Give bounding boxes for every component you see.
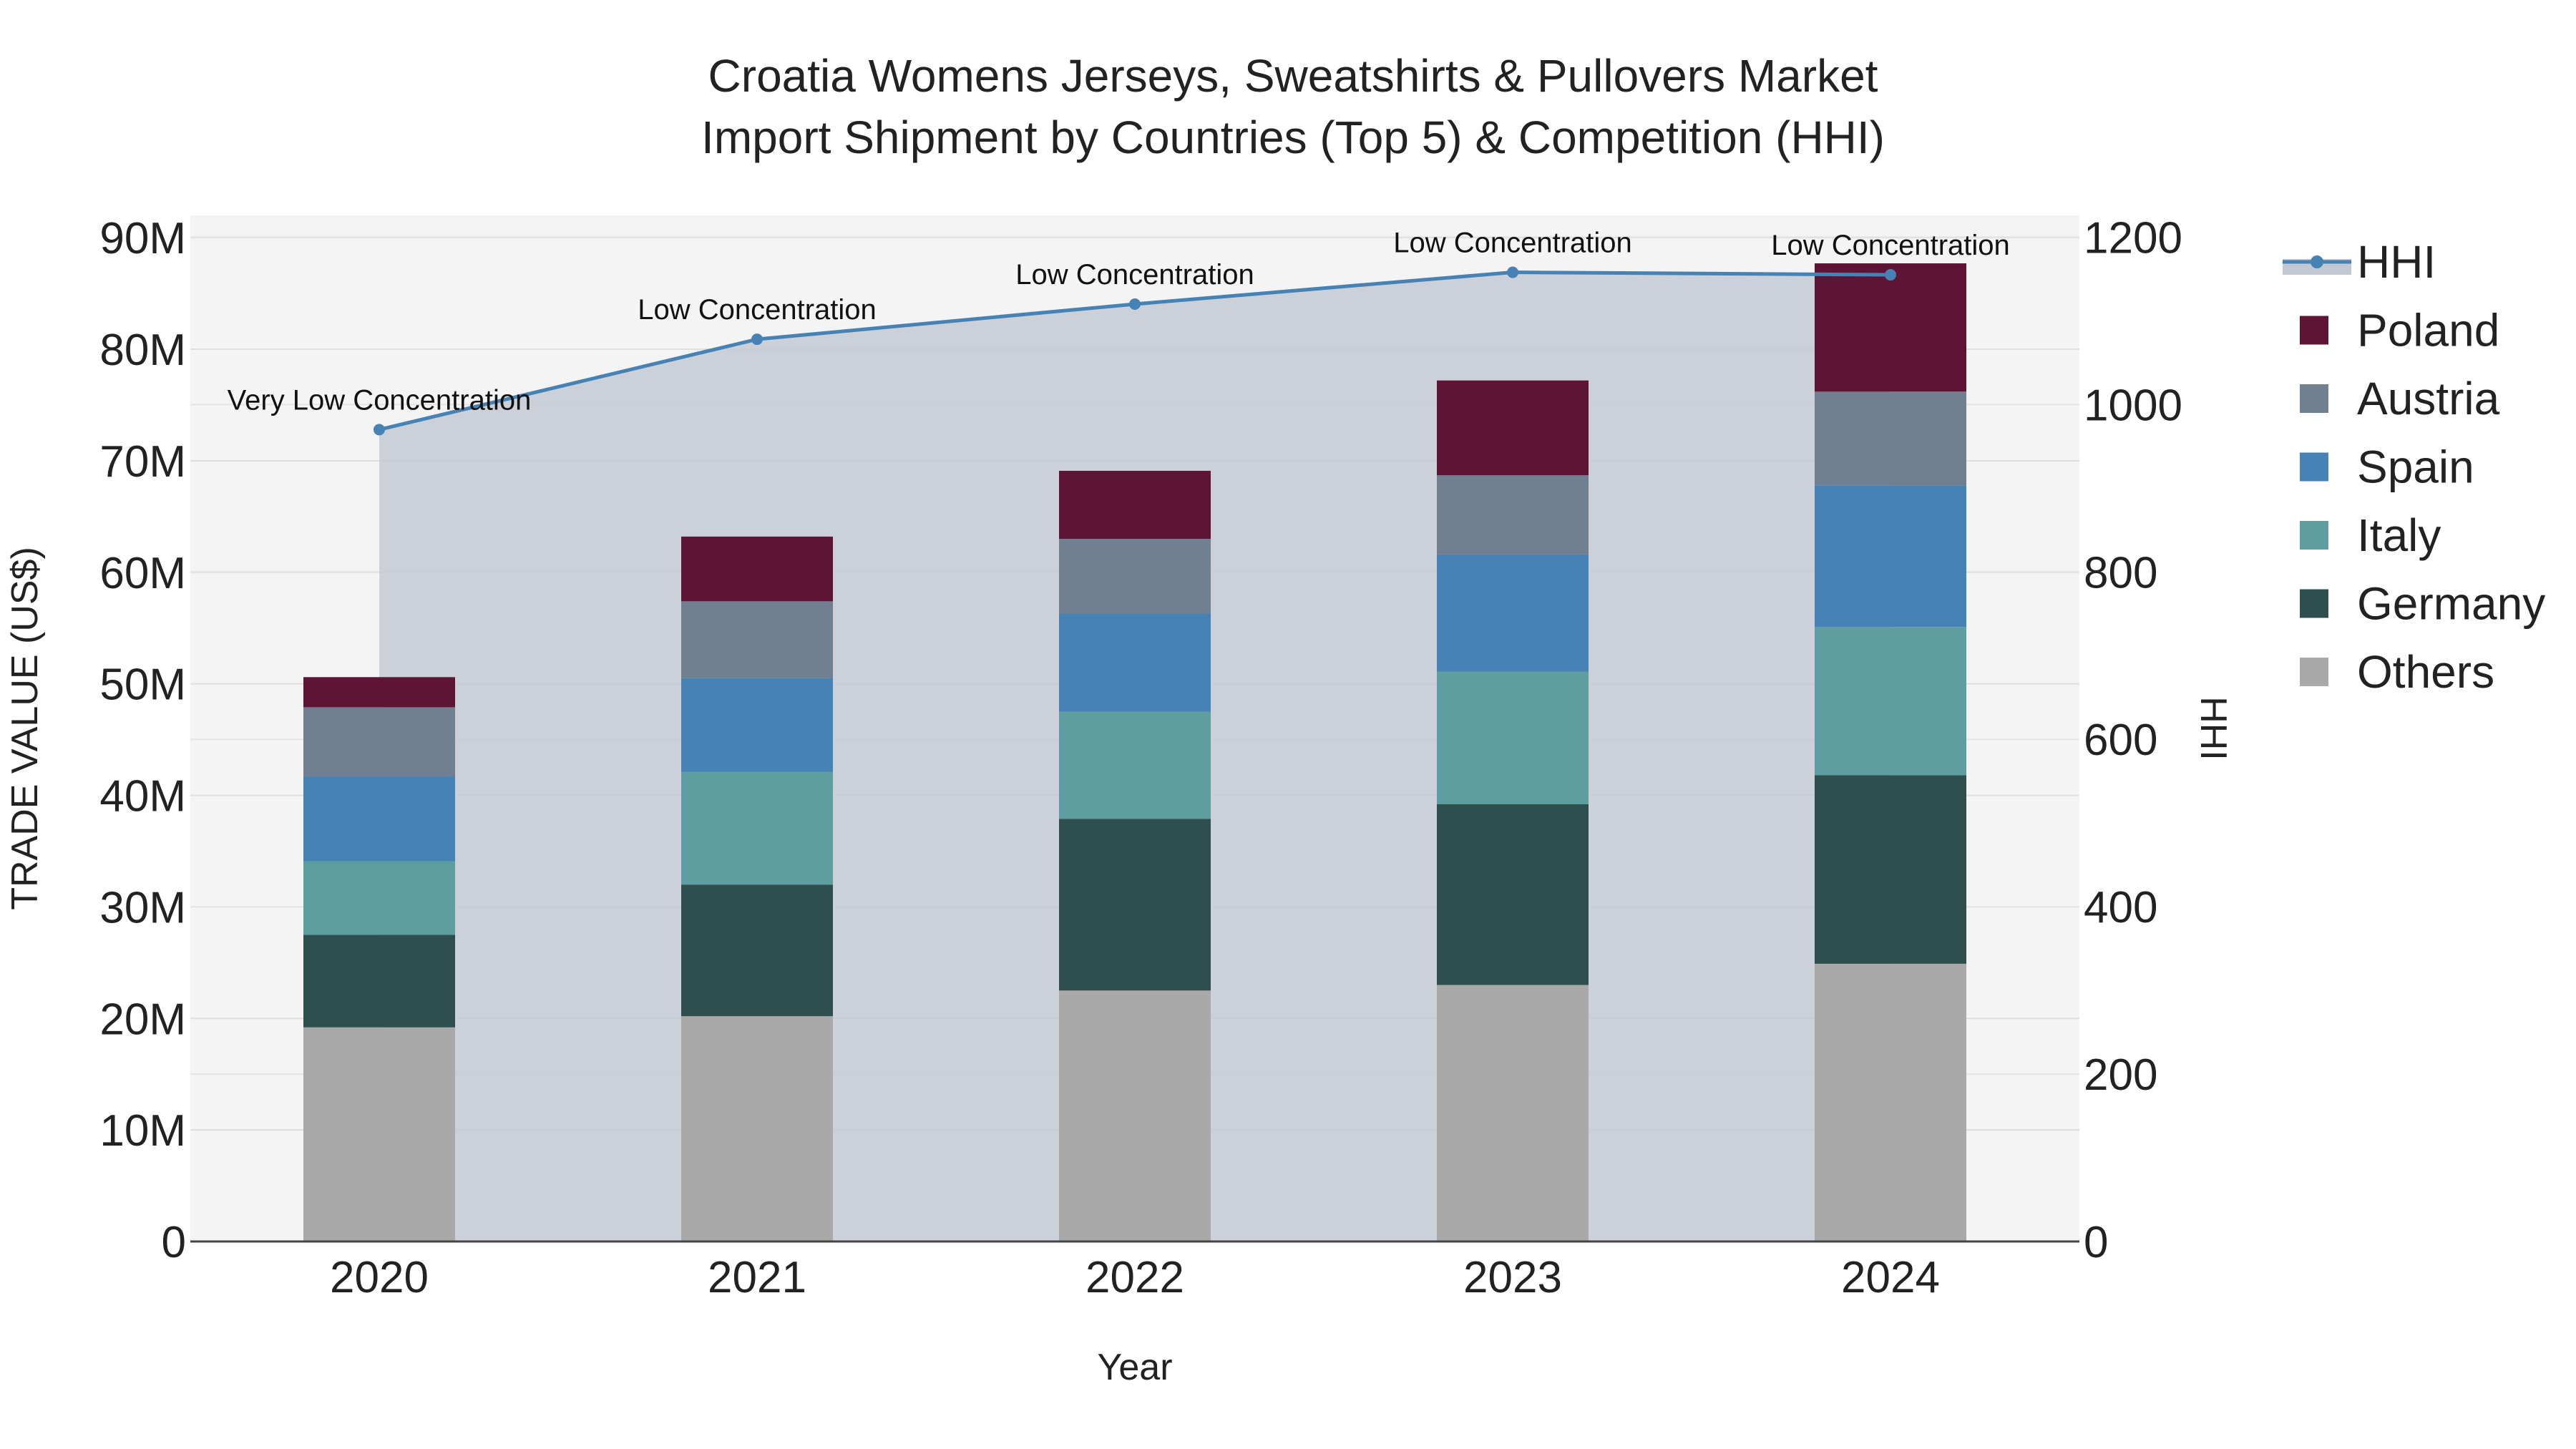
bar-italy-2020: [303, 861, 455, 935]
legend-label-italy: Italy: [2357, 509, 2441, 561]
bar-austria-2020: [303, 707, 455, 777]
hhi-annotation-2022: Low Concentration: [1015, 259, 1254, 291]
y-tick-label: 60M: [99, 549, 186, 598]
y-tick-label: 80M: [99, 326, 186, 375]
y2-tick-label: 1200: [2084, 213, 2182, 263]
legend-label-germany: Germany: [2357, 578, 2545, 630]
x-tick-label: 2021: [708, 1253, 806, 1302]
x-axis-label: Year: [1097, 1347, 1172, 1388]
bar-austria-2024: [1815, 391, 1966, 486]
bar-others-2022: [1059, 990, 1211, 1241]
legend-swatch-germany: [2300, 589, 2328, 618]
legend-swatch-poland: [2300, 316, 2328, 345]
y2-tick-label: 0: [2084, 1218, 2108, 1267]
hhi-annotation-2021: Low Concentration: [638, 294, 877, 326]
bar-others-2024: [1815, 963, 1966, 1241]
y2-tick-label: 600: [2084, 716, 2157, 765]
y2-tick-label: 800: [2084, 548, 2157, 597]
hhi-point-2023: [1507, 266, 1518, 278]
hhi-line-layer: [374, 266, 1896, 436]
x-tick-label: 2022: [1085, 1253, 1184, 1302]
hhi-annotation-2023: Low Concentration: [1393, 228, 1632, 259]
y-tick-label: 0: [162, 1218, 186, 1267]
legend-swatch-austria: [2300, 384, 2328, 413]
bar-layer: [303, 263, 1966, 1241]
legend-swatch-others: [2300, 658, 2328, 686]
legend-label-poland: Poland: [2357, 305, 2499, 356]
bar-italy-2024: [1815, 627, 1966, 776]
hhi-annotations: Very Low Concentration Low Concentration L…: [228, 228, 2010, 416]
legend-label-others: Others: [2357, 646, 2494, 698]
bar-spain-2024: [1815, 485, 1966, 628]
legend-label-hhi: HHI: [2357, 236, 2436, 288]
hhi-annotation-2020: Very Low Concentration: [228, 384, 532, 416]
x-axis-ticks: 2020 2021 2022 2023 2024: [330, 1253, 1940, 1302]
hhi-point-2022: [1129, 298, 1141, 310]
hhi-point-2021: [751, 333, 763, 346]
legend-label-spain: Spain: [2357, 441, 2474, 493]
bar-poland-2023: [1437, 380, 1589, 476]
y-tick-label: 20M: [99, 995, 186, 1044]
y2-tick-label: 1000: [2084, 381, 2182, 430]
bar-others-2021: [681, 1016, 833, 1241]
hhi-point-2024: [1885, 269, 1896, 281]
y2-tick-label: 400: [2084, 883, 2157, 932]
legend: HHI Poland Austria Spain Italy Germany Others: [2283, 236, 2545, 698]
y-tick-label: 30M: [99, 883, 186, 932]
y-tick-label: 50M: [99, 660, 186, 710]
bar-austria-2023: [1437, 475, 1589, 555]
y-tick-label: 70M: [99, 437, 186, 487]
bar-germany-2021: [681, 884, 833, 1017]
bar-spain-2021: [681, 678, 833, 772]
chart-title-line1: Croatia Womens Jerseys, Sweatshirts & Pu…: [708, 50, 1878, 102]
legend-swatch-spain: [2300, 452, 2328, 482]
hhi-annotation-2024: Low Concentration: [1771, 230, 2010, 261]
bar-germany-2024: [1815, 775, 1966, 964]
bar-others-2020: [303, 1027, 455, 1241]
y-tick-label: 10M: [99, 1106, 186, 1156]
x-tick-label: 2023: [1463, 1253, 1562, 1302]
bar-spain-2022: [1059, 613, 1211, 712]
bar-poland-2024: [1815, 263, 1966, 392]
bar-italy-2021: [681, 771, 833, 885]
hhi-point-2020: [374, 424, 385, 436]
y-tick-label: 90M: [99, 214, 186, 263]
bar-germany-2020: [303, 935, 455, 1028]
bar-others-2023: [1437, 985, 1589, 1241]
y2-axis-label: HHI: [2192, 696, 2234, 761]
y-axis-label: TRADE VALUE (US$): [4, 547, 46, 910]
bar-spain-2023: [1437, 554, 1589, 672]
legend-swatch-hhi-marker: [2311, 255, 2323, 268]
bar-poland-2022: [1059, 470, 1211, 540]
chart-title-line2: Import Shipment by Countries (Top 5) & C…: [701, 112, 1885, 163]
bar-spain-2020: [303, 776, 455, 862]
y2-tick-label: 200: [2084, 1050, 2157, 1100]
bar-germany-2022: [1059, 819, 1211, 991]
bar-austria-2021: [681, 601, 833, 678]
bar-italy-2022: [1059, 711, 1211, 819]
y-axis-ticks: 0 10M 20M 30M 40M 50M 60M 70M 80M 90M: [99, 214, 186, 1267]
legend-label-austria: Austria: [2357, 373, 2500, 424]
bar-poland-2020: [303, 677, 455, 708]
bar-italy-2023: [1437, 671, 1589, 804]
bar-poland-2021: [681, 536, 833, 602]
x-tick-label: 2020: [330, 1253, 429, 1302]
bar-germany-2023: [1437, 804, 1589, 985]
bar-austria-2022: [1059, 539, 1211, 614]
y2-axis-ticks: 0 200 400 600 800 1000 1200: [2084, 213, 2182, 1267]
x-tick-label: 2024: [1841, 1253, 1940, 1302]
y-tick-label: 40M: [99, 772, 186, 821]
legend-swatch-italy: [2300, 521, 2328, 550]
